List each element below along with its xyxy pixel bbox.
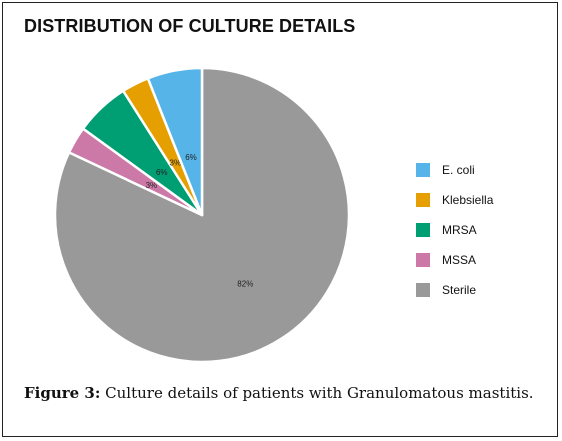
- legend-item-mssa: MSSA: [416, 245, 493, 275]
- legend-swatch: [416, 253, 430, 267]
- legend-swatch: [416, 283, 430, 297]
- legend-label: MSSA: [442, 253, 477, 267]
- slice-label-mssa: 3%: [146, 181, 158, 190]
- slice-label-e-coli: 6%: [185, 153, 197, 162]
- chart-title: DISTRIBUTION OF CULTURE DETAILS: [24, 16, 356, 36]
- slice-label-sterile: 82%: [237, 279, 253, 288]
- pie-slice-e-coli: [146, 66, 204, 217]
- legend-label: Sterile: [442, 283, 477, 297]
- legend-swatch: [416, 223, 430, 237]
- legend-swatch: [416, 193, 430, 207]
- legend-label: MRSA: [442, 223, 477, 237]
- slice-label-klebsiella: 3%: [170, 159, 182, 168]
- caption-text: Culture details of patients with Granulo…: [100, 384, 534, 402]
- legend-item-sterile: Sterile: [416, 275, 493, 305]
- legend-item-klebsiella: Klebsiella: [416, 185, 493, 215]
- legend-item-e-coli: E. coli: [416, 155, 493, 185]
- slice-label-mrsa: 6%: [156, 168, 168, 177]
- legend-item-mrsa: MRSA: [416, 215, 493, 245]
- legend-swatch: [416, 163, 430, 177]
- caption-label: Figure 3:: [24, 384, 101, 402]
- legend-label: E. coli: [442, 163, 475, 177]
- legend-label: Klebsiella: [442, 193, 494, 207]
- figure-caption: Figure 3: Culture details of patients wi…: [24, 383, 549, 404]
- legend: E. coli Klebsiella MRSA MSSA Sterile: [416, 155, 493, 305]
